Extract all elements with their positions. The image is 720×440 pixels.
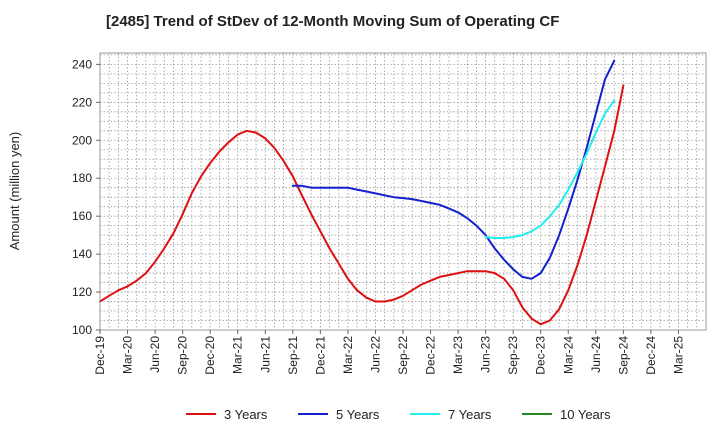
chart-title: [2485] Trend of StDev of 12-Month Moving… [106, 13, 559, 30]
x-tick-label: Mar-23 [451, 336, 465, 374]
x-tick-label: Mar-24 [561, 336, 575, 374]
legend-label: 3 Years [224, 407, 268, 422]
series-layer [99, 59, 625, 326]
x-tick-label: Mar-25 [671, 336, 685, 374]
x-tick-label: Jun-24 [589, 336, 603, 373]
x-tick-label: Sep-22 [396, 336, 410, 375]
y-tick-label: 140 [72, 247, 92, 261]
legend: 3 Years 5 Years 7 Years 10 Years [186, 407, 611, 422]
x-tick-label: Sep-20 [176, 336, 190, 375]
y-axis: 100 120 140 160 180 200 220 240 [72, 57, 100, 337]
legend-label: 7 Years [448, 407, 492, 422]
series-line-3-years [99, 84, 625, 326]
x-tick-label: Jun-21 [258, 336, 272, 373]
x-tick-label: Mar-21 [231, 336, 245, 374]
y-tick-label: 240 [72, 57, 92, 71]
x-tick-label: Mar-22 [341, 336, 355, 374]
x-tick-label: Sep-24 [616, 336, 630, 375]
y-tick-label: 180 [72, 171, 92, 185]
y-tick-label: 200 [72, 133, 92, 147]
x-tick-label: Dec-22 [424, 336, 438, 375]
x-tick-label: Dec-19 [93, 336, 107, 375]
x-tick-label: Jun-20 [148, 336, 162, 373]
y-tick-label: 120 [72, 285, 92, 299]
y-tick-label: 160 [72, 209, 92, 223]
x-tick-label: Sep-23 [506, 336, 520, 375]
y-tick-label: 220 [72, 95, 92, 109]
x-tick-label: Mar-20 [121, 336, 135, 374]
x-tick-label: Dec-24 [644, 336, 658, 375]
x-tick-label: Jun-23 [479, 336, 493, 373]
legend-label: 5 Years [336, 407, 380, 422]
series-line-5-years [291, 59, 616, 280]
x-tick-label: Jun-22 [368, 336, 382, 373]
y-axis-label: Amount (million yen) [7, 132, 22, 251]
x-tick-label: Dec-23 [534, 336, 548, 375]
x-tick-label: Dec-21 [313, 336, 327, 375]
x-tick-label: Sep-21 [286, 336, 300, 375]
x-tick-label: Dec-20 [203, 336, 217, 375]
legend-label: 10 Years [560, 407, 611, 422]
series-line-7-years [484, 99, 616, 239]
x-axis: Dec-19 Mar-20 Jun-20 Sep-20 Dec-20 Mar-21 Jun-… [93, 330, 685, 375]
y-tick-label: 100 [72, 323, 92, 337]
